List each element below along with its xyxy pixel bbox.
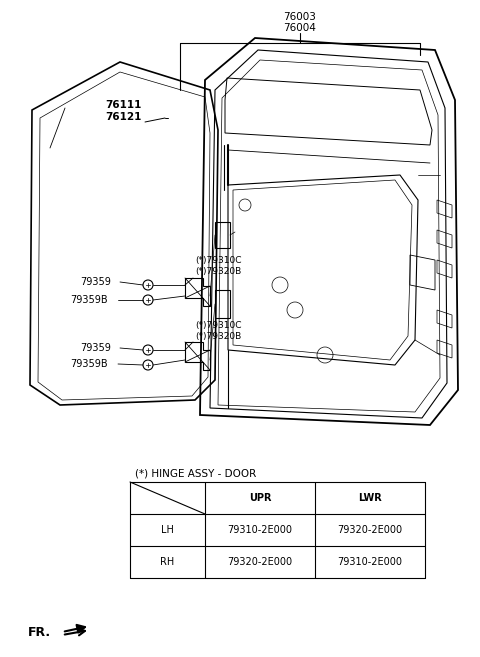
Text: 79320-2E000: 79320-2E000 bbox=[337, 525, 403, 535]
Text: 79310-2E000: 79310-2E000 bbox=[337, 557, 403, 567]
Text: UPR: UPR bbox=[249, 493, 271, 503]
Text: 79320-2E000: 79320-2E000 bbox=[228, 557, 293, 567]
Text: 76004: 76004 bbox=[284, 23, 316, 33]
Text: 79310-2E000: 79310-2E000 bbox=[228, 525, 292, 535]
Text: FR.: FR. bbox=[28, 625, 51, 639]
Text: 76003: 76003 bbox=[284, 12, 316, 22]
Text: 79359B: 79359B bbox=[70, 359, 108, 369]
Text: 76121: 76121 bbox=[105, 112, 142, 122]
Text: (*)79320B: (*)79320B bbox=[195, 332, 241, 341]
Text: 79359: 79359 bbox=[80, 343, 111, 353]
Text: (*)79310C: (*)79310C bbox=[195, 256, 241, 265]
Text: LWR: LWR bbox=[358, 493, 382, 503]
Text: RH: RH bbox=[160, 557, 175, 567]
Text: 79359: 79359 bbox=[80, 277, 111, 287]
Text: (*)79320B: (*)79320B bbox=[195, 267, 241, 276]
Text: 76111: 76111 bbox=[105, 100, 142, 110]
Text: LH: LH bbox=[161, 525, 174, 535]
Text: 79359B: 79359B bbox=[70, 295, 108, 305]
Text: (*) HINGE ASSY - DOOR: (*) HINGE ASSY - DOOR bbox=[135, 468, 256, 478]
Text: (*)79310C: (*)79310C bbox=[195, 321, 241, 330]
